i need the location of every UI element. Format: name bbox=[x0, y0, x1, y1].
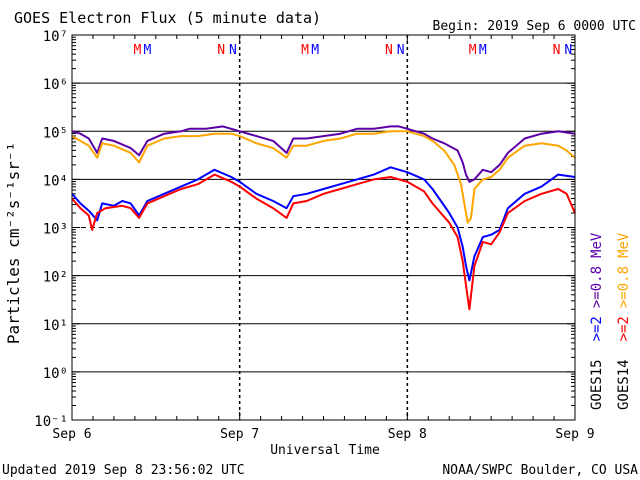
legend-item: >=0.8 bbox=[589, 266, 605, 308]
series-line-0 bbox=[71, 125, 576, 183]
mn-marker: N bbox=[385, 43, 393, 58]
legend-item: MeV bbox=[616, 232, 632, 258]
legend-item: MeV bbox=[589, 232, 605, 258]
mn-marker: M bbox=[311, 43, 319, 58]
x-tick-label: Sep 7 bbox=[220, 427, 259, 442]
y-tick-label: 10¹ bbox=[43, 318, 68, 334]
series-line-1 bbox=[71, 130, 576, 224]
y-tick-label: 10² bbox=[43, 270, 68, 286]
x-tick-label: Sep 9 bbox=[555, 427, 594, 442]
data-series bbox=[71, 125, 576, 311]
series-line-2 bbox=[71, 166, 576, 282]
y-tick-labels: 10⁻¹ 10⁰ 10¹ 10² 10³ 10⁴ 10⁵ 10⁶ 10⁷ bbox=[34, 29, 68, 430]
chart-title: GOES Electron Flux (5 minute data) bbox=[14, 9, 321, 27]
mn-marker: M bbox=[144, 43, 152, 58]
x-tick-labels: Sep 6 Sep 7 Sep 8 Sep 9 bbox=[52, 427, 594, 442]
mn-marker: N bbox=[553, 43, 561, 58]
y-tick-label: 10⁵ bbox=[43, 125, 68, 141]
mn-marker: M bbox=[479, 43, 487, 58]
y-tick-label: 10⁴ bbox=[43, 173, 68, 189]
series-line-3 bbox=[71, 173, 576, 311]
y-tick-label: 10³ bbox=[43, 222, 68, 238]
mn-marker: N bbox=[397, 43, 405, 58]
legend-column-1: GOES14 >=2 >=0.8 MeV bbox=[616, 232, 632, 410]
legend-item: GOES14 bbox=[616, 359, 632, 410]
mn-marker: M bbox=[469, 43, 477, 58]
x-tick-label: Sep 8 bbox=[388, 427, 427, 442]
y-tick-label: 10⁰ bbox=[43, 366, 68, 382]
mn-marker: M bbox=[133, 43, 141, 58]
mn-marker: N bbox=[564, 43, 572, 58]
legend-item: >=2 bbox=[589, 316, 605, 341]
x-tick-label: Sep 6 bbox=[52, 427, 91, 442]
plot-frame bbox=[71, 34, 576, 421]
mn-marker: M bbox=[301, 43, 309, 58]
y-axis-label: Particles cm⁻²s⁻¹sr⁻¹ bbox=[4, 142, 23, 344]
source-credit: NOAA/SWPC Boulder, CO USA bbox=[442, 463, 638, 478]
legend-item: >=0.8 bbox=[616, 266, 632, 308]
updated-time: Updated 2019 Sep 8 23:56:02 UTC bbox=[2, 463, 245, 478]
y-tick-label: 10⁷ bbox=[43, 29, 68, 45]
mn-marker: N bbox=[229, 43, 237, 58]
legend-column-0: GOES15 >=2 >=0.8 MeV bbox=[589, 232, 605, 410]
x-axis-label: Universal Time bbox=[270, 443, 380, 458]
y-tick-label: 10⁶ bbox=[43, 77, 68, 93]
legend-item: >=2 bbox=[616, 316, 632, 341]
y-tick-label: 10⁻¹ bbox=[34, 414, 68, 430]
legend-item: GOES15 bbox=[589, 359, 605, 410]
mn-marker: N bbox=[217, 43, 225, 58]
legend: GOES15 >=2 >=0.8 MeV GOES14 >=2 >=0.8 MeV bbox=[589, 232, 632, 410]
begin-time: Begin: 2019 Sep 6 0000 UTC bbox=[433, 19, 637, 34]
